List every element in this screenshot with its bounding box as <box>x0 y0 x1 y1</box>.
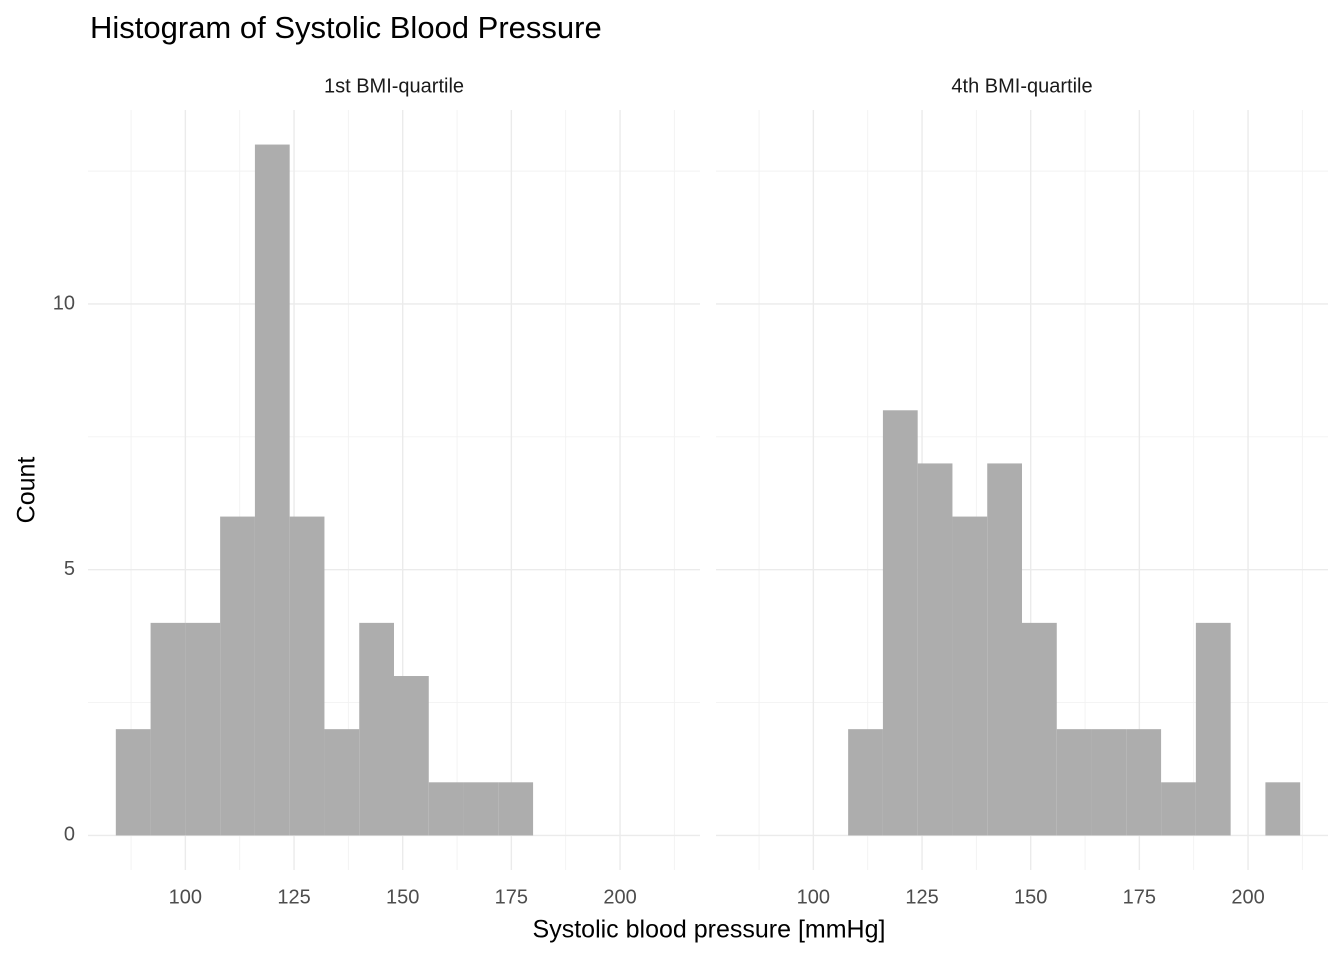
histogram-bar <box>1195 622 1231 836</box>
histogram-bar <box>498 782 534 836</box>
histogram-bar <box>115 729 151 836</box>
x-tick-label: 125 <box>277 886 310 908</box>
x-tick-label: 175 <box>1123 886 1156 908</box>
x-tick-label: 200 <box>603 886 636 908</box>
histogram-bar <box>1126 729 1162 836</box>
histogram-bar <box>185 622 221 836</box>
histogram-bar <box>324 729 360 836</box>
histogram-bar <box>463 782 499 836</box>
histogram-bar <box>917 463 953 836</box>
histogram-bar <box>1056 729 1092 836</box>
histogram-bar <box>848 729 883 836</box>
x-axis-label: Systolic blood pressure [mmHg] <box>533 916 886 944</box>
y-tick-label: 5 <box>64 558 75 580</box>
x-tick-label: 100 <box>797 886 830 908</box>
histogram-bar <box>254 144 290 836</box>
histogram-bar <box>987 463 1022 836</box>
histogram-bar <box>1265 782 1301 836</box>
histogram-bar <box>952 516 988 836</box>
y-tick-label: 0 <box>64 824 75 846</box>
histogram-bar <box>1091 729 1127 836</box>
histogram-bar <box>428 782 464 836</box>
y-axis-label: Count <box>13 457 41 524</box>
x-tick-label: 150 <box>1014 886 1047 908</box>
histogram-bar <box>220 516 255 836</box>
histogram-bar <box>1022 622 1057 836</box>
y-tick-label: 10 <box>53 292 75 314</box>
histogram-bar <box>289 516 325 836</box>
x-tick-label: 200 <box>1231 886 1264 908</box>
x-tick-label: 175 <box>495 886 528 908</box>
histogram-bar <box>882 410 918 836</box>
histogram-bar <box>394 676 429 836</box>
x-tick-label: 150 <box>386 886 419 908</box>
histogram-bar <box>1161 782 1196 836</box>
facet-title: 1st BMI-quartile <box>324 75 464 97</box>
histogram-bar <box>359 622 394 836</box>
x-tick-label: 125 <box>905 886 938 908</box>
facet-title: 4th BMI-quartile <box>951 75 1092 97</box>
x-tick-label: 100 <box>169 886 202 908</box>
histogram-bar <box>150 622 186 836</box>
chart-title: Histogram of Systolic Blood Pressure <box>90 10 602 45</box>
